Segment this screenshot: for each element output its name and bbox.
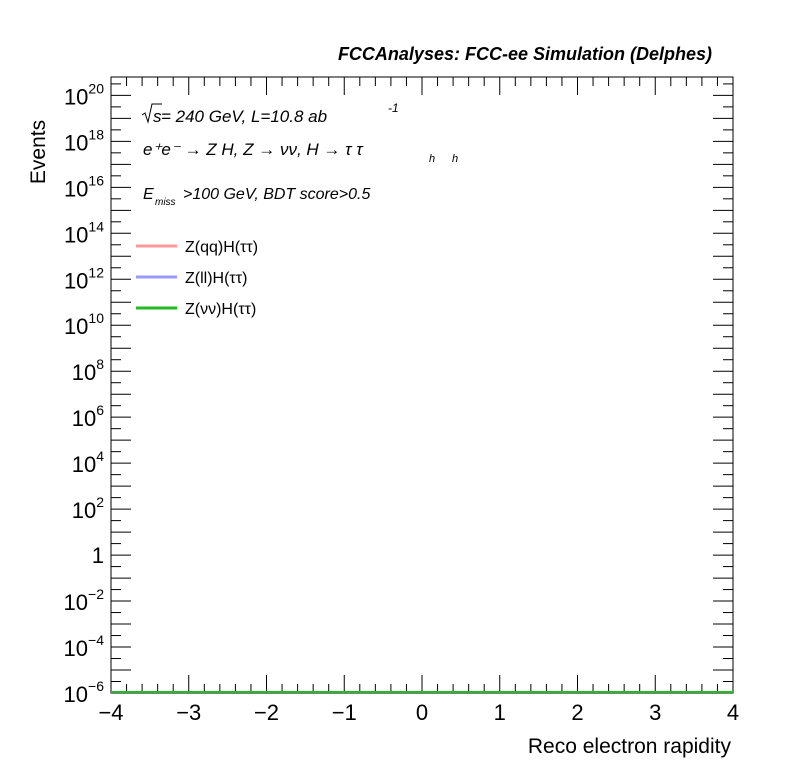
- x-tick-label: −3: [176, 700, 201, 725]
- y-tick-label: 10−2: [64, 586, 105, 615]
- tau-sub-2: h: [452, 153, 458, 165]
- ecm-annotation: s = 240 GeV, L=10.8 ab -1: [141, 101, 399, 126]
- y-tick-label: 104: [72, 448, 104, 477]
- cut-rest: >100 GeV, BDT score>0.5: [183, 186, 370, 203]
- cut-E: E: [143, 186, 154, 203]
- y-tick-label: 1018: [64, 126, 104, 155]
- x-tick-label: 0: [416, 700, 428, 725]
- x-tick-label: 1: [494, 700, 506, 725]
- header-title: FCCAnalyses: FCC-ee Simulation (Delphes): [338, 44, 712, 64]
- y-tick-label: 1016: [64, 172, 104, 201]
- cut-sub: miss: [155, 197, 176, 208]
- lumi-exponent: -1: [388, 101, 399, 115]
- y-tick-label: 102: [72, 494, 104, 523]
- y-tick-label: 1012: [64, 264, 104, 293]
- x-tick-label: −4: [98, 700, 123, 725]
- x-axis-ticks: −4 −3 −2 −1 0 1 2 3 4: [98, 77, 739, 725]
- y-tick-label: 1014: [64, 218, 104, 247]
- y-tick-label: 1010: [64, 310, 104, 339]
- x-tick-label: 4: [727, 700, 739, 725]
- plot-frame: [110, 76, 734, 694]
- legend-label: Z(qq)H(ττ): [185, 239, 258, 256]
- y-tick-label: 10−6: [64, 678, 105, 707]
- sqrt-symbol: [141, 103, 162, 124]
- y-axis-title: Events: [27, 120, 50, 184]
- tau-sub-1: h: [429, 153, 435, 165]
- x-axis-title: Reco electron rapidity: [528, 735, 732, 758]
- x-tick-label: 3: [649, 700, 661, 725]
- process-label: e⁺e⁻ → Z H, Z → νν, H → τ τ: [143, 140, 364, 159]
- ecm-s: s: [153, 107, 162, 126]
- y-tick-label: 1: [92, 543, 104, 568]
- x-tick-label: −1: [332, 700, 357, 725]
- y-axis-ticks: 1020 1018 1016 1014 1012 1010 108 106 104 102 1 10−…: [64, 80, 733, 707]
- cut-annotation: E miss >100 GeV, BDT score>0.5: [143, 186, 370, 208]
- y-tick-label: 10−4: [64, 632, 105, 661]
- ecm-text: = 240 GeV, L=10.8 ab: [161, 107, 327, 126]
- y-tick-label: 106: [72, 402, 104, 431]
- legend: Z(qq)H(ττ) Z(ll)H(ττ) Z(νν)H(ττ): [136, 239, 258, 318]
- y-tick-label: 108: [72, 356, 104, 385]
- y-tick-label: 1020: [64, 80, 104, 109]
- legend-label: Z(νν)H(ττ): [185, 301, 256, 318]
- x-tick-label: −2: [254, 700, 279, 725]
- x-tick-label: 2: [571, 700, 583, 725]
- legend-label: Z(ll)H(ττ): [185, 270, 247, 287]
